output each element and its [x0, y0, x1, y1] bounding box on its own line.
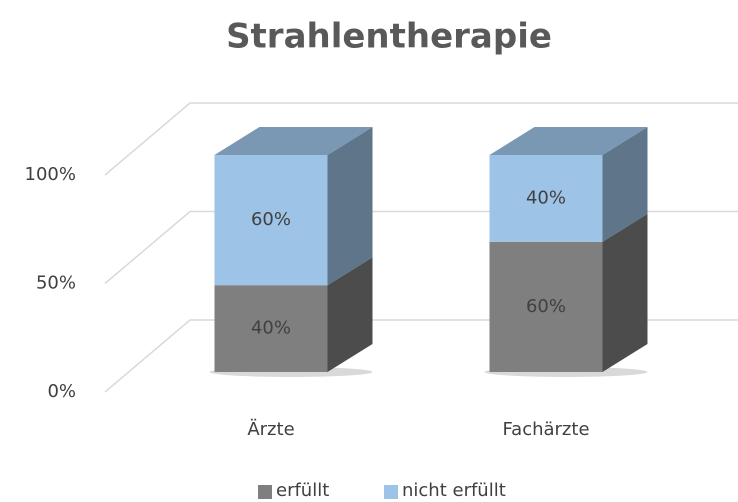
bar: [489, 241, 603, 372]
bar-side: [327, 127, 373, 286]
bar-top: [489, 127, 648, 155]
legend-swatch: [384, 485, 398, 499]
legend-label: nicht erfüllt: [402, 480, 506, 501]
x-tick-label: Fachärzte: [502, 419, 589, 440]
grid-line: [104, 102, 738, 176]
y-tick-label: 50%: [36, 273, 76, 294]
chart-title: Strahlentherapie: [226, 17, 552, 57]
y-tick-label: 100%: [25, 164, 76, 185]
y-tick-label: 0%: [47, 381, 76, 402]
data-label: 60%: [251, 209, 291, 230]
x-tick-label: Ärzte: [247, 419, 294, 440]
bar-side: [602, 213, 648, 372]
legend-label: erfüllt: [276, 480, 329, 501]
data-label: 40%: [526, 187, 566, 208]
legend-swatch: [258, 485, 272, 499]
data-label: 40%: [251, 318, 291, 339]
bar-side: [327, 257, 373, 372]
bar: [214, 155, 328, 286]
data-label: 60%: [526, 296, 566, 317]
bar: [489, 155, 603, 242]
bar-top: [214, 127, 373, 155]
bar: [214, 285, 328, 372]
bar-side: [602, 127, 648, 242]
